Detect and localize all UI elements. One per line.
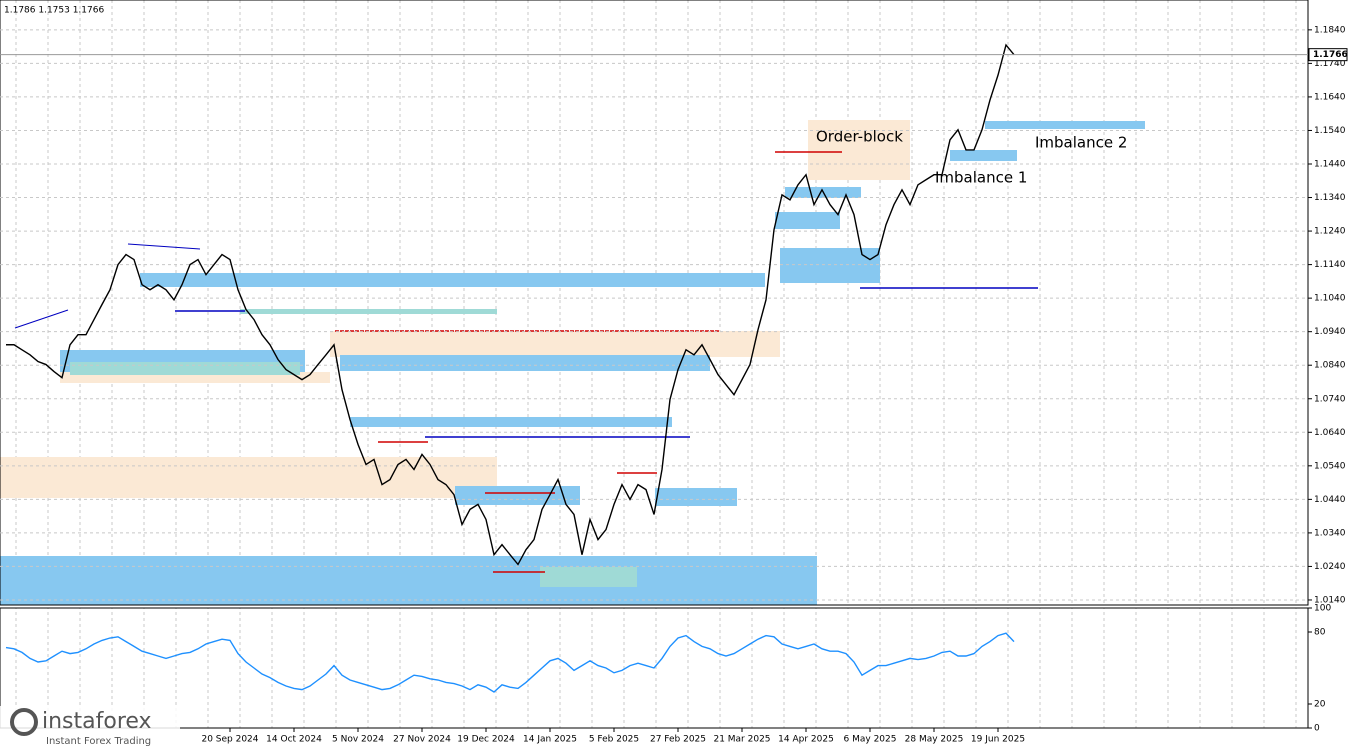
x-tick-label: 27 Feb 2025	[650, 735, 706, 745]
zone	[455, 486, 580, 505]
y-tick-label: 1.0440	[1314, 495, 1346, 505]
x-tick-label: 20 Sep 2024	[201, 735, 258, 745]
logo-icon	[10, 708, 38, 736]
y-tick-label: 1.0540	[1314, 461, 1346, 471]
x-tick-label: 5 Feb 2025	[589, 735, 639, 745]
current-price-label: 1.1766	[1313, 50, 1348, 60]
y-tick-label: 1.0740	[1314, 394, 1346, 404]
zone	[540, 567, 637, 587]
annotation: Order-block	[816, 128, 903, 146]
series-line	[6, 43, 1015, 566]
zone	[140, 273, 765, 287]
zone	[350, 417, 672, 427]
series-line	[5, 632, 1015, 693]
y-tick-label: 1.1140	[1314, 260, 1346, 270]
zone	[775, 212, 840, 229]
y-tick-label: 1.0940	[1314, 327, 1346, 337]
y-tick-label: 1.1840	[1314, 25, 1346, 35]
zone	[655, 488, 737, 506]
zone	[240, 309, 497, 314]
y-tick-label: 1.0840	[1314, 361, 1346, 371]
x-tick-label: 27 Nov 2024	[393, 735, 451, 745]
x-tick-label: 19 Jun 2025	[971, 735, 1025, 745]
y-tick-label: 20	[1314, 700, 1326, 710]
trend-line	[127, 243, 201, 250]
x-tick-label: 14 Oct 2024	[266, 735, 322, 745]
x-tick-label: 6 May 2025	[844, 735, 897, 745]
y-tick-label: 100	[1314, 604, 1331, 614]
trend-line	[14, 309, 69, 329]
zone	[330, 331, 780, 357]
zone	[0, 556, 817, 605]
logo-name: instaforex	[42, 709, 152, 734]
imbalance-zone	[950, 150, 1017, 161]
logo-tagline: Instant Forex Trading	[46, 736, 151, 747]
zone	[60, 372, 330, 383]
current-price-box	[1308, 48, 1348, 62]
y-tick-label: 0	[1314, 724, 1320, 734]
y-tick-label: 1.1240	[1314, 227, 1346, 237]
x-tick-label: 28 May 2025	[905, 735, 964, 745]
zone	[780, 248, 880, 283]
imbalance-zone	[985, 121, 1145, 129]
ohlc-header: 1.1786 1.1753 1.1766	[4, 6, 104, 16]
x-tick-label: 21 Mar 2025	[713, 735, 770, 745]
zone	[70, 362, 300, 375]
rsi-frame	[0, 607, 1309, 729]
y-tick-label: 1.0340	[1314, 528, 1346, 538]
annotation: Imbalance 1	[935, 169, 1027, 187]
y-tick-label: 1.0140	[1314, 595, 1346, 605]
x-tick-label: 14 Jan 2025	[523, 735, 577, 745]
y-tick-label: 1.0240	[1314, 562, 1346, 572]
annotation: Imbalance 2	[1035, 134, 1127, 152]
x-tick-label: 5 Nov 2024	[332, 735, 384, 745]
y-tick-label: 80	[1314, 628, 1326, 638]
x-tick-label: 14 Apr 2025	[778, 735, 834, 745]
y-tick-label: 1.0640	[1314, 428, 1346, 438]
y-tick-label: 1.1740	[1314, 59, 1346, 69]
x-tick-label: 19 Dec 2024	[457, 735, 515, 745]
price-frame	[0, 0, 1309, 606]
y-tick-label: 1.1040	[1314, 294, 1346, 304]
y-tick-label: 1.1640	[1314, 92, 1346, 102]
zone	[340, 355, 710, 371]
y-tick-label: 1.1440	[1314, 159, 1346, 169]
y-tick-label: 1.1340	[1314, 193, 1346, 203]
zone	[0, 457, 497, 498]
vertical-grid	[0, 0, 1308, 605]
y-tick-label: 1.1540	[1314, 126, 1346, 136]
